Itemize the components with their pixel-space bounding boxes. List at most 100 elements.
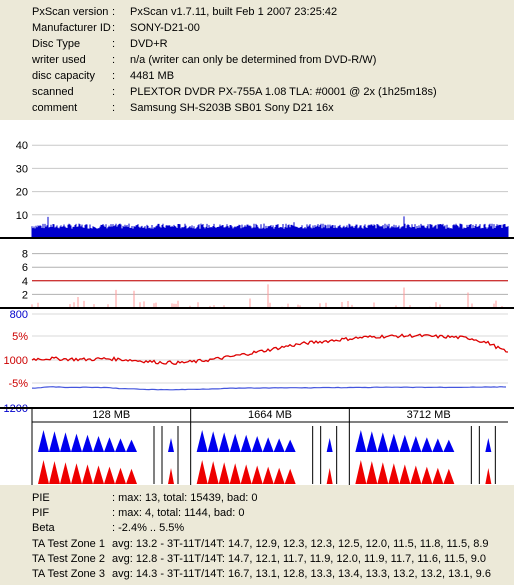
ta-peak-top — [93, 436, 104, 452]
ta-peak-top — [399, 434, 411, 452]
info-separator: : — [112, 102, 116, 114]
scan-stats-panel: PIE : max: 13, total: 15439, bad: 0 PIF … — [0, 489, 514, 585]
ta-peak-top — [443, 439, 455, 452]
info-label: disc capacity — [32, 70, 95, 82]
stat-row-pie: PIE : max: 13, total: 15439, bad: 0 — [0, 491, 514, 506]
beta-y-tick-label: 1000 — [4, 355, 28, 367]
ta-peak-top — [126, 439, 137, 452]
ta-peak-bottom — [104, 466, 115, 484]
info-row-disc-type: Disc Type : DVD+R — [0, 36, 514, 52]
pif-y-tick-label: 8 — [22, 249, 28, 261]
ta-peak-bottom — [273, 467, 285, 484]
pif-y-tick-label: 6 — [22, 262, 28, 274]
stat-label: TA Test Zone 3 — [32, 568, 105, 580]
ta-peak-bottom — [93, 465, 104, 484]
ta-peak-bottom — [485, 468, 492, 484]
info-row-scanned: scanned : PLEXTOR DVDR PX-755A 1.08 TLA:… — [0, 84, 514, 100]
stat-value: avg: 13.2 - 3T-11T/14T: 14.7, 12.9, 12.3… — [112, 538, 489, 550]
ta-peak-bottom — [284, 468, 296, 484]
ta-peak-top — [82, 434, 93, 452]
stat-value: : max: 13, total: 15439, bad: 0 — [112, 492, 258, 504]
ta-peak-bottom — [421, 466, 433, 484]
beta-y-tick-label: -5% — [8, 378, 28, 390]
ta-peak-top — [432, 438, 444, 452]
ta-peak-bottom — [240, 464, 252, 484]
ta-peak-top — [366, 431, 378, 452]
jitter-series-line — [31, 386, 507, 391]
info-value: PLEXTOR DVDR PX-755A 1.08 TLA: #0001 @ 2… — [130, 86, 437, 98]
info-value: DVD+R — [130, 38, 168, 50]
ta-zone-label: 1664 MB — [248, 409, 292, 421]
pie-y-tick-label: 20 — [16, 187, 28, 199]
info-separator: : — [112, 86, 116, 98]
ta-peak-bottom — [388, 463, 400, 484]
disc-info-panel: PxScan version : PxScan v1.7.11, built F… — [0, 0, 514, 118]
ta-peak-top — [38, 430, 49, 452]
pie-y-tick-label: 30 — [16, 163, 28, 175]
stat-label: Beta — [32, 522, 55, 534]
info-row-comment: comment : Samsung SH-S203B SB01 Sony D21… — [0, 100, 514, 116]
beta-series-line — [31, 333, 509, 365]
stat-label: TA Test Zone 1 — [32, 538, 105, 550]
info-label: writer used — [32, 54, 86, 66]
info-row-pxscan-version: PxScan version : PxScan v1.7.11, built F… — [0, 4, 514, 20]
ta-peak-bottom — [377, 462, 389, 484]
stat-value: : max: 4, total: 1144, bad: 0 — [112, 507, 245, 519]
ta-peak-top — [284, 439, 296, 452]
ta-peak-bottom — [326, 468, 333, 484]
info-row-writer-used: writer used : n/a (writer can only be de… — [0, 52, 514, 68]
info-separator: : — [112, 70, 116, 82]
stat-value: : -2.4% .. 5.5% — [112, 522, 185, 534]
info-row-manufacturer-id: Manufacturer ID : SONY-D21-00 — [0, 20, 514, 36]
ta-peak-bottom — [168, 468, 174, 484]
ta-peak-top — [168, 438, 174, 452]
ta-peak-bottom — [49, 461, 60, 484]
info-separator: : — [112, 22, 116, 34]
info-label: Disc Type — [32, 38, 81, 50]
ta-peak-top — [355, 430, 367, 452]
ta-peak-bottom — [38, 460, 49, 484]
ta-peak-bottom — [126, 468, 137, 484]
ta-peak-top — [251, 436, 263, 452]
ta-peak-bottom — [218, 462, 230, 484]
ta-peak-bottom — [115, 467, 126, 484]
pif-y-tick-label: 4 — [22, 276, 28, 288]
ta-peak-bottom — [71, 463, 82, 484]
stat-row-pif: PIF : max: 4, total: 1144, bad: 0 — [0, 506, 514, 521]
ta-peak-top — [410, 436, 422, 452]
info-value: n/a (writer can only be determined from … — [130, 54, 377, 66]
ta-peak-bottom — [355, 460, 367, 484]
ta-peak-bottom — [366, 461, 378, 484]
info-label: Manufacturer ID — [32, 22, 111, 34]
ta-peak-bottom — [399, 464, 411, 484]
ta-peak-top — [240, 434, 252, 452]
ta-peak-top — [71, 433, 82, 452]
ta-peak-bottom — [410, 465, 422, 484]
ta-peak-bottom — [196, 460, 208, 484]
ta-peak-bottom — [60, 462, 71, 484]
ta-peak-top — [377, 432, 389, 452]
ta-peak-top — [207, 431, 219, 452]
ta-peak-top — [273, 438, 285, 452]
stat-label: PIF — [32, 507, 50, 519]
pie-y-tick-label: 10 — [16, 210, 28, 222]
stat-value: avg: 14.3 - 3T-11T/14T: 16.7, 13.1, 12.8… — [112, 568, 491, 580]
ta-peak-top — [196, 430, 208, 452]
ta-peak-bottom — [251, 465, 263, 484]
ta-zone-label: 3712 MB — [407, 409, 451, 421]
info-value: Samsung SH-S203B SB01 Sony D21 16x — [130, 102, 334, 114]
stat-row-beta: Beta : -2.4% .. 5.5% — [0, 521, 514, 536]
ta-peak-top — [104, 437, 115, 452]
ta-peak-bottom — [229, 463, 241, 484]
ta-peak-top — [485, 438, 492, 452]
info-row-disc-capacity: disc capacity : 4481 MB — [0, 68, 514, 84]
ta-peak-bottom — [443, 468, 455, 484]
stat-value: avg: 12.8 - 3T-11T/14T: 14.7, 12.1, 11.7… — [112, 553, 487, 565]
ta-peak-top — [326, 438, 333, 452]
info-separator: : — [112, 38, 116, 50]
ta-peak-bottom — [262, 466, 274, 484]
ta-peak-bottom — [207, 461, 219, 484]
info-value: SONY-D21-00 — [130, 22, 200, 34]
